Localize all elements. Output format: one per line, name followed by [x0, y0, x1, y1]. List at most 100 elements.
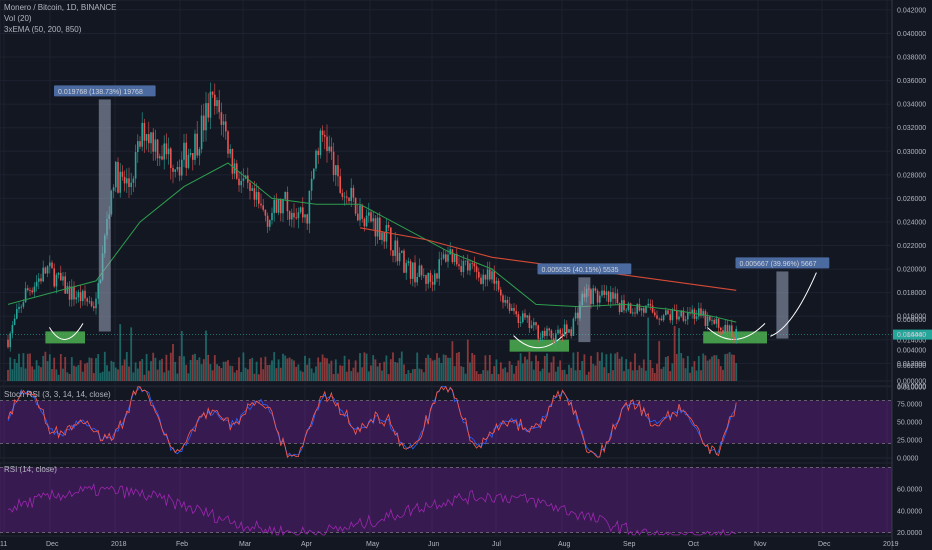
volume-bar [282, 353, 284, 381]
volume-bar [213, 355, 216, 381]
volume-bar [86, 362, 89, 381]
candle-body [665, 310, 667, 316]
candle-body [321, 130, 324, 135]
candle-body [295, 217, 297, 219]
candle-body [172, 167, 174, 172]
volume-bar [706, 360, 709, 381]
volume-bar [211, 370, 214, 381]
volume-bar [310, 368, 313, 381]
candle-body [526, 315, 528, 318]
candle-body [128, 178, 130, 187]
rsi-tick-label: 40.0000 [897, 508, 922, 515]
candle-body [711, 319, 713, 321]
volume-bar [246, 369, 249, 381]
candle-body [713, 319, 715, 324]
candle-body [332, 151, 335, 176]
candle-body [649, 303, 652, 306]
candle-body [253, 188, 256, 200]
volume-bar [139, 361, 141, 381]
projection-arrow [770, 272, 817, 337]
volume-bar [169, 352, 172, 381]
price-tick-label: 0.032000 [897, 125, 926, 132]
volume-bar [352, 367, 355, 381]
time-tick-label: May [366, 541, 380, 548]
candle-body [163, 143, 165, 160]
volume-bar [273, 352, 276, 381]
candle-body [557, 329, 559, 334]
candle-body [275, 199, 278, 213]
candle-body [486, 269, 489, 280]
volume-bar [471, 353, 474, 381]
candle-body [442, 254, 445, 259]
volume-bar [493, 366, 496, 381]
volume-bar [365, 353, 368, 381]
candle-body [31, 290, 33, 293]
chart-legend: Monero / Bitcoin, 1D, BINANCE Vol (20) 3… [4, 2, 116, 35]
volume-bar [651, 368, 654, 381]
candle-body [308, 190, 311, 224]
volume-bar [554, 371, 557, 381]
volume-bar [662, 366, 665, 381]
volume-bar [579, 370, 581, 381]
volume-bar [433, 359, 436, 381]
volume-bar [101, 371, 104, 381]
candle-body [319, 130, 322, 156]
volume-bar [730, 354, 733, 381]
volume-bar [724, 354, 727, 381]
volume-bar [345, 371, 348, 381]
volume-bar [134, 362, 137, 381]
candle-body [691, 309, 693, 314]
volume-bar [95, 358, 97, 381]
candle-body [627, 303, 630, 310]
volume-bar [442, 354, 445, 381]
candle-body [693, 309, 696, 319]
candle-body [174, 169, 176, 172]
volume-bar [458, 352, 460, 381]
volume-bar [251, 357, 254, 381]
volume-bar [37, 365, 40, 381]
volume-bar [376, 366, 379, 381]
volume-bar [451, 341, 454, 381]
volume-bar [207, 354, 210, 381]
volume-tick-label: 0.000000 [897, 379, 926, 386]
candle-body [467, 260, 469, 271]
volume-bar [92, 373, 95, 381]
candle-body [735, 328, 737, 340]
candle-body [148, 134, 150, 144]
volume-bar [141, 359, 144, 381]
volume-bar [563, 369, 566, 381]
volume-bar [224, 361, 227, 381]
volume-bar [486, 370, 489, 381]
candle-body [515, 311, 517, 315]
candle-body [495, 280, 498, 284]
volume-tick-label: 0.002000 [897, 363, 926, 370]
candle-body [370, 212, 372, 222]
volume-bar [9, 357, 12, 381]
last-price-label: 0.014440 [897, 332, 926, 339]
candle-body [20, 306, 22, 308]
candle-body [528, 315, 531, 328]
candle-body [651, 305, 654, 313]
volume-bar [279, 367, 282, 381]
candle-body [264, 209, 267, 216]
candle-body [187, 154, 190, 168]
candle-body [469, 263, 471, 271]
volume-bar [499, 362, 502, 381]
time-axis: 11 Dec 2018 Feb Mar Apr May Jun Jul Aug Sep Oct Nov D… [0, 541, 899, 548]
volume-bar [125, 351, 128, 381]
volume-bar [79, 360, 82, 381]
candle-body [535, 322, 537, 326]
volume-bar [675, 353, 678, 381]
candle-body [695, 316, 698, 319]
volume-bar [178, 356, 181, 381]
volume-bar [271, 360, 273, 381]
volume-bar [664, 357, 667, 381]
measure-box [776, 271, 789, 339]
volume-bar [242, 352, 245, 381]
volume-bar [356, 372, 359, 381]
candle-body [603, 290, 605, 295]
time-tick-label: Oct [688, 541, 699, 548]
candle-body [79, 292, 82, 302]
candle-body [379, 217, 381, 240]
